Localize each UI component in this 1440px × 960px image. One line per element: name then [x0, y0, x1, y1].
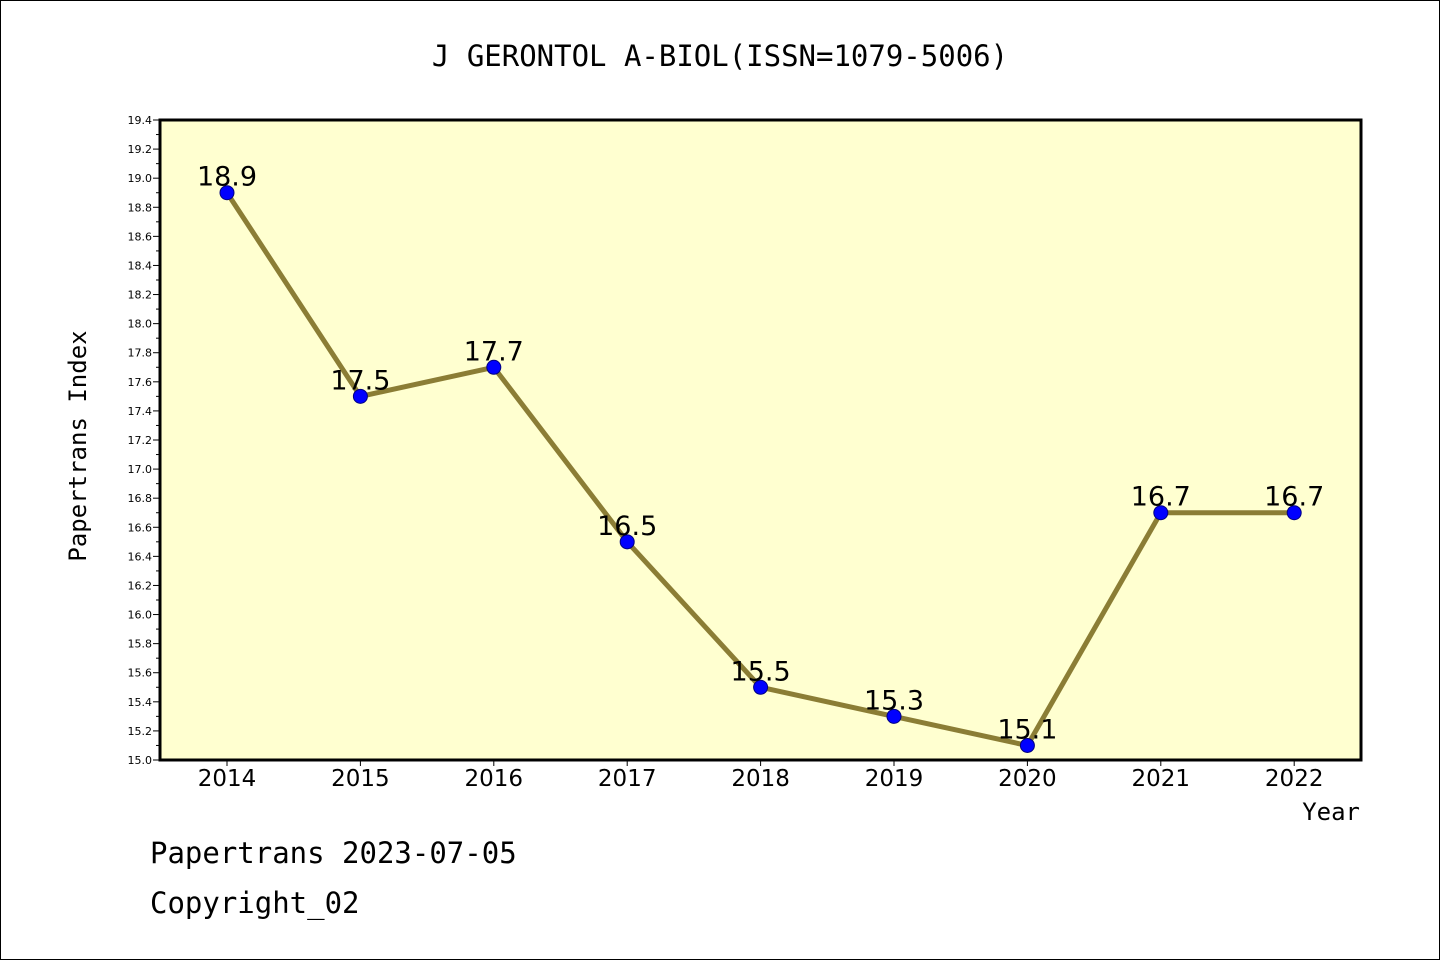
data-label: 17.5	[330, 365, 390, 396]
data-point	[1286, 505, 1302, 521]
markers	[219, 185, 1302, 753]
y-tick-label: 17.8	[128, 347, 153, 360]
data-point	[619, 534, 635, 550]
data-label: 15.5	[731, 656, 791, 687]
data-point	[1153, 505, 1169, 521]
y-tick-label: 19.0	[128, 172, 153, 185]
y-tick-label: 18.4	[128, 259, 153, 272]
y-tick-label: 15.0	[128, 754, 153, 767]
y-tick-label: 18.8	[128, 201, 153, 214]
y-tick-label: 16.4	[128, 550, 153, 563]
data-point	[486, 359, 502, 375]
x-tick-label: 2021	[1132, 766, 1191, 792]
data-label: 15.1	[997, 714, 1057, 745]
x-tick-label: 2015	[331, 766, 390, 792]
y-tick-label: 16.6	[128, 521, 153, 534]
y-tick-label: 16.2	[128, 579, 153, 592]
data-label: 17.7	[464, 336, 524, 367]
data-point	[219, 185, 235, 201]
data-point	[886, 708, 902, 724]
footer-date-text: Papertrans 2023-07-05	[150, 836, 517, 870]
data-point	[1019, 737, 1035, 753]
y-axis-label: Papertrans Index	[64, 330, 92, 561]
y-tick-label: 16.0	[128, 609, 153, 622]
data-label: 16.5	[597, 511, 657, 542]
x-tick-label: 2016	[465, 766, 524, 792]
y-tick-label: 15.8	[128, 638, 153, 651]
data-label: 15.3	[864, 685, 924, 716]
footer-copyright-text: Copyright_02	[150, 886, 360, 920]
plot-area	[158, 118, 1363, 762]
x-tick-label: 2017	[598, 766, 657, 792]
y-tick-label: 16.8	[128, 492, 153, 505]
y-tick-label: 15.6	[128, 667, 153, 680]
y-tick-label: 17.6	[128, 376, 153, 389]
data-label: 16.7	[1264, 482, 1324, 513]
y-tick-label: 19.4	[128, 114, 153, 127]
y-tick-label: 15.4	[128, 696, 153, 709]
x-axis-label: Year	[1302, 798, 1360, 826]
y-tick-label: 17.0	[128, 463, 153, 476]
data-point	[352, 388, 368, 404]
y-tick-label: 18.6	[128, 230, 153, 243]
x-tick-label: 2022	[1265, 766, 1324, 792]
y-tick-label: 18.2	[128, 289, 153, 302]
data-label: 18.9	[197, 162, 257, 193]
y-tick-label: 18.0	[128, 318, 153, 331]
data-point	[753, 679, 769, 695]
data-labels: 18.9 17.5 17.7 16.5 15.5 15.3 15.1 16.7 16.7	[197, 162, 1324, 746]
x-tick-label: 2019	[865, 766, 924, 792]
data-label: 16.7	[1131, 482, 1191, 513]
x-tick-label: 2020	[998, 766, 1057, 792]
y-tick-label: 17.4	[128, 405, 153, 418]
y-tick-label: 15.2	[128, 725, 153, 738]
x-tick-label: 2014	[198, 766, 257, 792]
x-tick-label: 2018	[731, 766, 790, 792]
y-tick-label: 17.2	[128, 434, 153, 447]
x-axis: 2014 2015 2016 2017 2018 2019 2020 2021 2022	[198, 760, 1324, 792]
chart-title: J GERONTOL A-BIOL(ISSN=1079-5006)	[432, 39, 1008, 73]
y-tick-label: 19.2	[128, 143, 153, 156]
y-axis: 15.0 15.2 15.4 15.6 15.8 16.0 16.2 16.4 16.6 16.8…	[128, 114, 160, 767]
